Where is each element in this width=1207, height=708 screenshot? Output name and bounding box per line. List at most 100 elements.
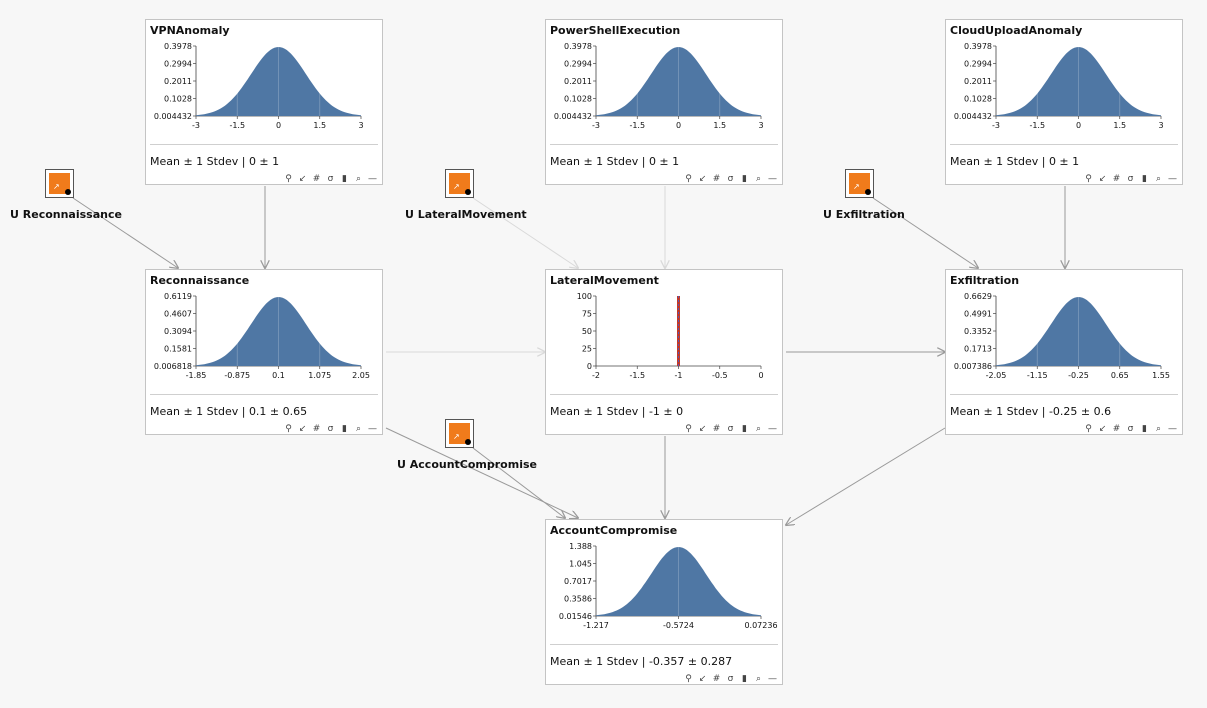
- histogram-icon[interactable]: ▮: [1142, 174, 1147, 184]
- zoom-icon[interactable]: ⌕: [1155, 424, 1162, 434]
- minimize-icon[interactable]: —: [368, 174, 377, 184]
- y-tick-label: 0.2011: [164, 77, 192, 86]
- hash-icon[interactable]: #: [712, 174, 721, 184]
- minimize-icon[interactable]: —: [768, 674, 777, 684]
- stats-value: 0 ± 1: [648, 155, 680, 168]
- x-tick-label: 0: [676, 121, 681, 130]
- arrow-icon[interactable]: ↙: [698, 424, 707, 434]
- node-stats: Mean ± 1 Stdev | -1 ± 0: [550, 405, 684, 418]
- histogram-icon[interactable]: ▮: [342, 174, 347, 184]
- node-lateralmovement[interactable]: LateralMovement 100 75 50 25 0 -2 -1.5 -1 -0.5 0 …: [545, 269, 783, 435]
- zoom-icon[interactable]: ⌕: [355, 174, 362, 184]
- hash-icon[interactable]: #: [712, 424, 721, 434]
- sigma-icon[interactable]: σ: [727, 674, 734, 684]
- y-tick-label: 75: [582, 310, 592, 319]
- pin-icon[interactable]: ⚲: [685, 674, 692, 684]
- y-tick-label: 0.2994: [564, 60, 592, 69]
- arrow-icon[interactable]: ↙: [698, 674, 707, 684]
- zoom-icon[interactable]: ⌕: [755, 674, 762, 684]
- stats-label: Mean ± 1 Stdev: [150, 405, 239, 418]
- histogram-icon[interactable]: ▮: [1142, 424, 1147, 434]
- minimize-icon[interactable]: —: [768, 424, 777, 434]
- utility-icon[interactable]: ↗: [445, 169, 474, 198]
- hash-icon[interactable]: #: [312, 424, 321, 434]
- divider: [950, 394, 1178, 395]
- histogram-icon[interactable]: ▮: [742, 674, 747, 684]
- distribution-chart: 1.388 1.045 0.7017 0.3586 0.01546-1.217 -0.57…: [559, 542, 778, 630]
- node-exfiltration[interactable]: Exfiltration 0.6629 0.4991 0.3352 0.1713 0.0…: [945, 269, 1183, 435]
- stats-value: 0 ± 1: [1048, 155, 1080, 168]
- sigma-icon[interactable]: σ: [1127, 174, 1134, 184]
- x-tick-label: 1.55: [1152, 371, 1170, 380]
- y-tick-label: 0.3094: [164, 327, 192, 336]
- pin-icon[interactable]: ⚲: [685, 424, 692, 434]
- x-tick-label: -3: [592, 121, 600, 130]
- x-tick-label: 3: [1158, 121, 1163, 130]
- sigma-icon[interactable]: σ: [1127, 424, 1134, 434]
- pin-icon[interactable]: ⚲: [685, 174, 692, 184]
- pin-icon[interactable]: ⚲: [1085, 424, 1092, 434]
- stats-label: Mean ± 1 Stdev: [550, 155, 639, 168]
- edge-ulat-lat: [472, 197, 578, 268]
- distribution-chart: 0.6629 0.4991 0.3352 0.1713 0.007386-2.05 -1.…: [954, 292, 1170, 380]
- arrow-icon[interactable]: ↙: [698, 174, 707, 184]
- arrow-icon[interactable]: ↙: [1098, 424, 1107, 434]
- y-tick-label: 0.7017: [564, 577, 592, 586]
- hash-icon[interactable]: #: [312, 174, 321, 184]
- histogram-icon[interactable]: ▮: [742, 174, 747, 184]
- arrow-icon[interactable]: ↙: [298, 424, 307, 434]
- node-vpnanomaly[interactable]: VPNAnomaly 0.3978 0.2994 0.2011 0.1028 0.004…: [145, 19, 383, 185]
- x-tick-label: 1.5: [713, 121, 726, 130]
- hash-icon[interactable]: #: [1112, 174, 1121, 184]
- utility-label: U LateralMovement: [405, 208, 527, 221]
- histogram-icon[interactable]: ▮: [742, 424, 747, 434]
- node-accountcompromise[interactable]: AccountCompromise 1.388 1.045 0.7017 0.3586…: [545, 519, 783, 685]
- density-area: [996, 297, 1161, 366]
- node-reconnaissance[interactable]: Reconnaissance 0.6119 0.4607 0.3094 0.1581 0…: [145, 269, 383, 435]
- node-stats: Mean ± 1 Stdev | 0 ± 1: [950, 155, 1080, 168]
- arrow-icon[interactable]: ↙: [1098, 174, 1107, 184]
- utility-icon[interactable]: ↗: [45, 169, 74, 198]
- utility-label: U Exfiltration: [823, 208, 905, 221]
- zoom-icon[interactable]: ⌕: [1155, 174, 1162, 184]
- minimize-icon[interactable]: —: [1168, 174, 1177, 184]
- sigma-icon[interactable]: σ: [727, 174, 734, 184]
- pin-icon[interactable]: ⚲: [1085, 174, 1092, 184]
- pin-icon[interactable]: ⚲: [285, 174, 292, 184]
- zoom-icon[interactable]: ⌕: [755, 174, 762, 184]
- x-tick-label: -3: [192, 121, 200, 130]
- x-tick-label: 1.5: [1113, 121, 1126, 130]
- y-tick-label: 0.4607: [164, 310, 192, 319]
- pin-icon[interactable]: ⚲: [285, 424, 292, 434]
- spike-bar: [677, 296, 680, 366]
- y-tick-label: 0.004432: [554, 112, 592, 121]
- stats-label: Mean ± 1 Stdev: [550, 405, 639, 418]
- utility-icon[interactable]: ↗: [845, 169, 874, 198]
- node-stats: Mean ± 1 Stdev | 0.1 ± 0.65: [150, 405, 308, 418]
- node-clouduploadanomaly[interactable]: CloudUploadAnomaly 0.3978 0.2994 0.2011 0.1…: [945, 19, 1183, 185]
- utility-label: U Reconnaissance: [10, 208, 122, 221]
- node-title: PowerShellExecution: [550, 24, 681, 37]
- node-powershellexecution[interactable]: PowerShellExecution 0.3978 0.2994 0.2011 0.…: [545, 19, 783, 185]
- hash-icon[interactable]: #: [712, 674, 721, 684]
- sigma-icon[interactable]: σ: [327, 174, 334, 184]
- zoom-icon[interactable]: ⌕: [755, 424, 762, 434]
- zoom-icon[interactable]: ⌕: [355, 424, 362, 434]
- arrow-icon[interactable]: ↙: [298, 174, 307, 184]
- minimize-icon[interactable]: —: [1168, 424, 1177, 434]
- x-tick-label: -1.5: [629, 121, 645, 130]
- divider: [550, 644, 778, 645]
- y-tick-label: 0.6119: [164, 292, 192, 301]
- minimize-icon[interactable]: —: [368, 424, 377, 434]
- minimize-icon[interactable]: —: [768, 174, 777, 184]
- utility-icon[interactable]: ↗: [445, 419, 474, 448]
- x-tick-label: 1.5: [313, 121, 326, 130]
- histogram-icon[interactable]: ▮: [342, 424, 347, 434]
- stats-value: -0.25 ± 0.6: [1048, 405, 1112, 418]
- sigma-icon[interactable]: σ: [727, 424, 734, 434]
- edge-recon-acct: [385, 427, 578, 518]
- sigma-icon[interactable]: σ: [327, 424, 334, 434]
- hash-icon[interactable]: #: [1112, 424, 1121, 434]
- utility-label: U AccountCompromise: [397, 458, 537, 471]
